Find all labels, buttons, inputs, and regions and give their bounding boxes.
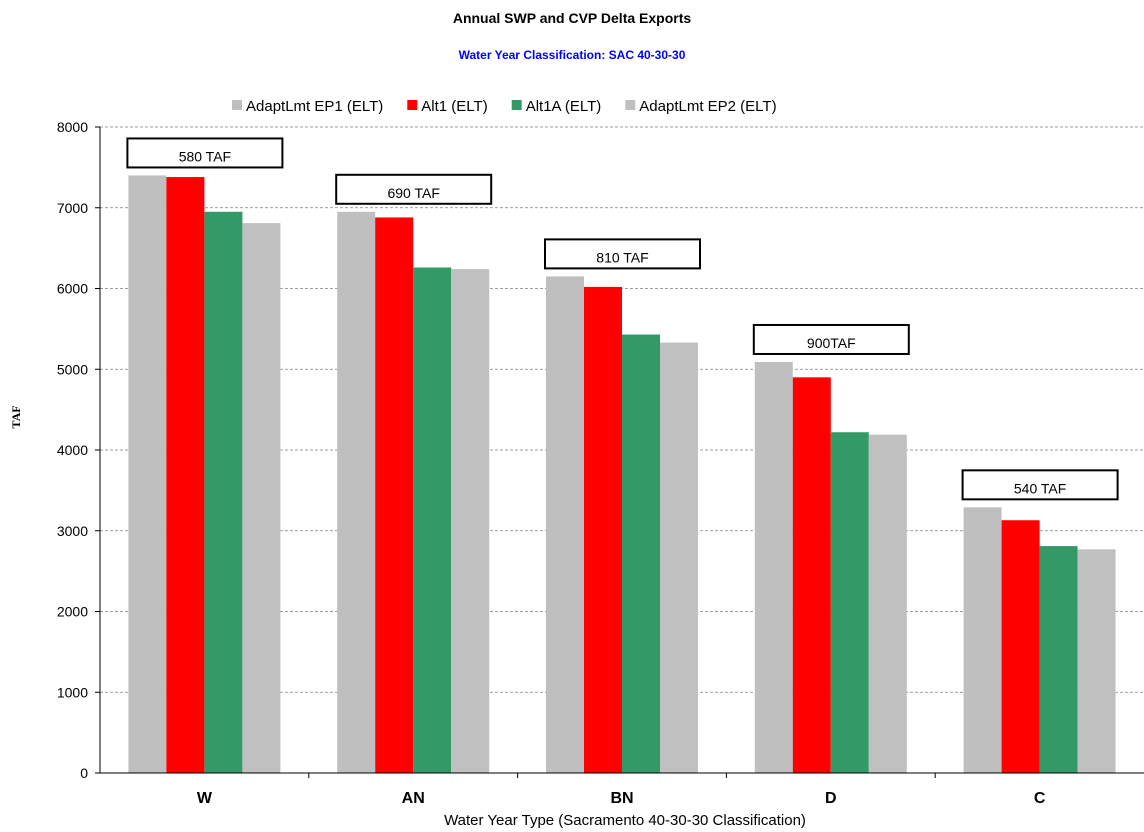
legend-label: Alt1A (ELT) bbox=[526, 98, 602, 115]
bar bbox=[204, 211, 243, 774]
annotation-box bbox=[544, 238, 701, 270]
y-tick-label: 8000 bbox=[57, 119, 88, 135]
bar bbox=[128, 175, 167, 773]
x-tick-label: AN bbox=[402, 790, 425, 807]
annotation-box bbox=[752, 323, 910, 355]
y-tick-label: 5000 bbox=[57, 361, 88, 377]
bar bbox=[868, 434, 907, 773]
x-tick-label: D bbox=[825, 790, 837, 807]
bar bbox=[1039, 546, 1078, 773]
bar bbox=[1001, 520, 1040, 773]
annotation-box bbox=[126, 137, 284, 169]
legend-label: AdaptLmt EP1 (ELT) bbox=[246, 98, 383, 115]
legend-swatch bbox=[511, 100, 522, 110]
bar bbox=[584, 286, 622, 773]
x-tick-label: C bbox=[1034, 790, 1046, 807]
bar bbox=[792, 377, 831, 773]
annotation-box bbox=[335, 173, 493, 205]
bar bbox=[754, 361, 793, 773]
annotation-label: 540 TAF bbox=[1014, 480, 1066, 496]
chart-title: Annual SWP and CVP Delta Exports bbox=[452, 10, 692, 26]
annotation-box bbox=[961, 469, 1119, 501]
y-tick-label: 6000 bbox=[57, 281, 88, 297]
y-tick-label: 2000 bbox=[57, 604, 88, 620]
bar bbox=[451, 269, 490, 773]
bar bbox=[166, 177, 205, 773]
annotation-label: 580 TAF bbox=[179, 148, 231, 164]
bar bbox=[413, 267, 452, 773]
bar bbox=[546, 276, 584, 773]
bar bbox=[1077, 549, 1116, 773]
bar bbox=[830, 432, 869, 773]
y-tick-label: 7000 bbox=[57, 200, 88, 216]
annotations: 580 TAF 690 TAF 810 TAF 900TAF 540 TAF bbox=[126, 137, 1119, 501]
y-axis-label: TAF bbox=[9, 405, 23, 428]
bar bbox=[660, 342, 698, 773]
legend-swatch bbox=[232, 100, 242, 110]
x-tick-label: BN bbox=[610, 790, 633, 807]
legend-swatch bbox=[625, 100, 636, 110]
legend-swatch bbox=[407, 100, 418, 110]
x-axis-label: Water Year Type (Sacramento 40-30-30 Cla… bbox=[444, 812, 806, 829]
legend-label: Alt1 (ELT) bbox=[421, 98, 487, 115]
y-tick-label: 0 bbox=[80, 765, 88, 781]
bar bbox=[963, 507, 1002, 773]
annotation-label: 810 TAF bbox=[596, 249, 648, 265]
bar bbox=[622, 334, 660, 773]
bar bbox=[375, 217, 414, 773]
annotation-label: 900TAF bbox=[807, 335, 856, 351]
bars-group bbox=[128, 175, 1116, 774]
y-tick-label: 3000 bbox=[57, 523, 88, 539]
y-tick-label: 1000 bbox=[57, 684, 88, 700]
bar bbox=[337, 211, 376, 774]
legend-label: AdaptLmt EP2 (ELT) bbox=[639, 98, 776, 115]
y-tick-label: 4000 bbox=[57, 442, 88, 458]
axes-group: 0 1000 2000 3000 4000 5000 6000 7000 8000 W AN BN D C bbox=[57, 119, 1144, 807]
annotation-label: 690 TAF bbox=[387, 185, 439, 201]
bar bbox=[242, 223, 281, 773]
x-tick-label: W bbox=[197, 790, 213, 807]
legend: AdaptLmt EP1 (ELT) Alt1 (ELT) Alt1A (ELT) A… bbox=[232, 98, 777, 115]
chart-subtitle: Water Year Classification: SAC 40-30-30 bbox=[458, 48, 686, 62]
